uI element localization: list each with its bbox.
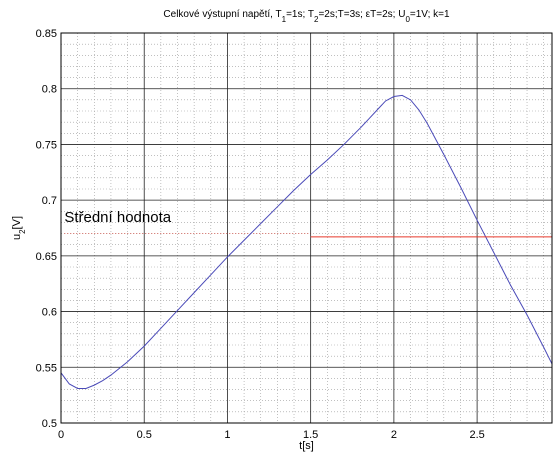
y-tick-label-7: 0.85: [36, 28, 57, 40]
x-tick-label-1: 0.5: [137, 429, 152, 441]
axes-layer: [60, 32, 553, 424]
x-tick-label-0: 0: [58, 429, 64, 441]
y-axis-label: u2[V]: [11, 216, 27, 240]
chart-title-part-1: 1: [282, 15, 287, 24]
grid-layer: [60, 32, 552, 424]
x-tick-label-2: 1: [224, 429, 230, 441]
y-axis-label-part-2: [V]: [11, 216, 23, 229]
y-tick-label-2: 0.6: [42, 307, 57, 319]
annotation-0: Střední hodnota: [64, 209, 171, 226]
x-tick-label-3: 1.5: [303, 429, 318, 441]
chart-title: Celkové výstupní napětí, T1=1s; T2=2s;T=…: [163, 9, 450, 24]
y-axis-label-part-1: 2: [18, 229, 27, 234]
y-tick-label-6: 0.8: [42, 84, 57, 96]
chart-title-part-0: Celkové výstupní napětí, T: [163, 9, 281, 20]
text-layer: 0 0.5 1 1.5 2 2.50.50.550.60.650.70.750.80.85…: [11, 9, 485, 452]
series-layer: [60, 94, 553, 389]
chart-title-part-2: =1s; T: [286, 9, 314, 20]
y-tick-label-1: 0.55: [36, 362, 57, 374]
series-line-0: [60, 94, 553, 389]
y-tick-label-4: 0.7: [42, 195, 57, 207]
x-tick-label-5: 2.5: [469, 429, 484, 441]
chart-title-part-3: 2: [314, 15, 319, 24]
y-axis-label-part-0: u: [11, 234, 23, 240]
y-tick-label-5: 0.75: [36, 139, 57, 151]
chart-title-part-4: =2s;T=3s; εT=2s; U: [318, 9, 405, 20]
y-tick-label-3: 0.65: [36, 251, 57, 263]
x-axis-label: t[s]: [299, 440, 314, 452]
chart-title-part-5: 0: [405, 15, 410, 24]
plot-frame: [60, 32, 553, 424]
y-tick-label-0: 0.5: [42, 418, 57, 430]
chart-title-part-6: =1V; k=1: [410, 9, 450, 20]
x-tick-label-4: 2: [391, 429, 397, 441]
